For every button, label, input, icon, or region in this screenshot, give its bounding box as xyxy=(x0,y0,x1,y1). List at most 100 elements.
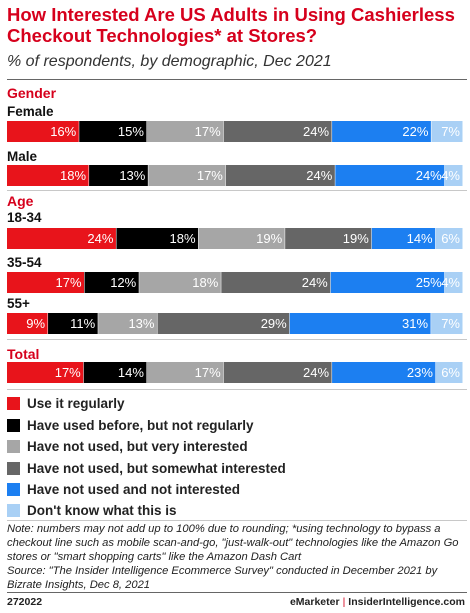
bar-value-label: 24% xyxy=(416,168,442,183)
bar-segment-g0-r0-s4 xyxy=(332,121,431,142)
bar-segment-g0-r0-s1 xyxy=(79,121,147,142)
row-label-18-34: 18-34 xyxy=(7,210,42,225)
group-label-age: Age xyxy=(7,193,34,209)
legend-label: Have not used, but very interested xyxy=(27,438,248,454)
bar-segment-g1-r2-s3 xyxy=(157,313,290,334)
bar-value-label: 14% xyxy=(407,231,433,246)
legend-label: Have not used and not interested xyxy=(27,481,241,497)
row-label-male: Male xyxy=(7,149,38,164)
bar-value-label: 11% xyxy=(70,316,95,331)
bar-value-label: 4% xyxy=(441,275,460,290)
row-label-35-54: 35-54 xyxy=(7,255,42,270)
bar-value-label: 22% xyxy=(402,124,428,139)
bar-segment-g1-r0-s0 xyxy=(7,228,116,249)
bar-value-label: 6% xyxy=(441,365,460,380)
bar-segment-g0-r1-s4 xyxy=(335,165,445,186)
legend-divider xyxy=(7,389,467,390)
bar-value-label: 19% xyxy=(343,231,369,246)
group-divider xyxy=(7,190,467,191)
bar-segment-g1-r0-s1 xyxy=(116,228,199,249)
bar-segment-g1-r2-s2 xyxy=(98,313,157,334)
bar-value-label: 23% xyxy=(407,365,433,380)
group-label-total: Total xyxy=(7,346,40,362)
legend-item-use-regularly: Use it regularly xyxy=(7,395,125,411)
bar-segment-g2-r0-s4 xyxy=(332,362,436,383)
legend-label: Have not used, but somewhat interested xyxy=(27,460,286,476)
bar-segment-g2-r0-s1 xyxy=(83,362,147,383)
footer-divider xyxy=(7,592,467,593)
bar-value-label: 4% xyxy=(441,168,460,183)
legend-item-somewhat-interested: Have not used, but somewhat interested xyxy=(7,460,286,476)
bar-segment-g0-r1-s1 xyxy=(89,165,148,186)
title-divider xyxy=(7,79,467,80)
bar-value-label: 19% xyxy=(256,231,282,246)
brand-emarketer: eMarketer xyxy=(289,596,340,608)
bar-value-label: 24% xyxy=(302,275,328,290)
bar-value-label: 6% xyxy=(441,231,460,246)
legend-swatch xyxy=(7,418,20,432)
bar-segment-g2-r0-s2 xyxy=(146,362,224,383)
bar-segment-g1-r1-s0 xyxy=(7,272,85,293)
bar-value-label: 12% xyxy=(110,275,136,290)
legend-label: Use it regularly xyxy=(27,395,125,411)
group-label-gender: Gender xyxy=(7,85,57,101)
bar-segment-g1-r2-s4 xyxy=(289,313,431,334)
bar-segment-g1-r1-s3 xyxy=(221,272,331,293)
chart-note: Note: numbers may not add up to 100% due… xyxy=(7,522,465,592)
chart-title: How Interested Are US Adults in Using Ca… xyxy=(7,4,455,46)
legend-label: Don't know what this is xyxy=(27,502,177,518)
bar-segment-g1-r2-s0 xyxy=(7,313,48,334)
note-divider xyxy=(7,520,467,521)
bar-value-label: 7% xyxy=(441,124,460,139)
legend-item-dont-know: Don't know what this is xyxy=(7,502,176,518)
bar-segment-g1-r0-s5 xyxy=(435,228,463,249)
bar-value-label: 31% xyxy=(402,316,428,331)
bar-segment-g2-r0-s5 xyxy=(435,362,463,383)
bar-value-label: 24% xyxy=(87,231,113,246)
bar-value-label: 14% xyxy=(118,365,144,380)
bar-segment-g1-r1-s4 xyxy=(330,272,445,293)
legend-item-very-interested: Have not used, but very interested xyxy=(7,438,248,454)
bar-value-label: 29% xyxy=(261,316,287,331)
bar-segment-g1-r0-s2 xyxy=(198,228,285,249)
group-divider xyxy=(7,339,467,340)
bar-segment-g0-r0-s3 xyxy=(223,121,332,142)
brand-footer: eMarketer | InsiderIntelligence.com xyxy=(290,596,465,608)
bar-segment-g0-r0-s2 xyxy=(146,121,224,142)
bar-segment-g1-r1-s5 xyxy=(444,272,463,293)
bar-value-label: 15% xyxy=(118,124,144,139)
bar-value-label: 24% xyxy=(303,124,329,139)
bar-value-label: 7% xyxy=(441,316,460,331)
bar-value-label: 18% xyxy=(192,275,218,290)
bar-segment-g0-r1-s5 xyxy=(444,165,463,186)
bar-value-label: 17% xyxy=(197,168,223,183)
bar-value-label: 16% xyxy=(50,124,76,139)
bar-segment-g0-r1-s0 xyxy=(7,165,89,186)
legend-swatch xyxy=(7,482,20,496)
legend-swatch xyxy=(7,461,20,475)
bar-value-label: 24% xyxy=(306,168,332,183)
chart-subtitle: % of respondents, by demographic, Dec 20… xyxy=(7,53,332,70)
note-text: Note: numbers may not add up to 100% due… xyxy=(7,523,459,563)
source-text: Source: "The Insider Intelligence Ecomme… xyxy=(7,565,438,591)
legend-item-not-interested: Have not used and not interested xyxy=(7,481,240,497)
row-label-55-plus: 55+ xyxy=(7,296,30,311)
bar-segment-g0-r0-s5 xyxy=(431,121,463,142)
bar-value-label: 17% xyxy=(55,275,81,290)
legend-swatch xyxy=(7,503,20,517)
brand-insider-intelligence: InsiderIntelligence.com xyxy=(348,596,465,608)
bar-value-label: 17% xyxy=(195,365,221,380)
bar-segment-g1-r1-s2 xyxy=(139,272,221,293)
chart-id: 272022 xyxy=(7,596,43,608)
bar-value-label: 18% xyxy=(169,231,195,246)
bar-segment-g2-r0-s0 xyxy=(7,362,84,383)
bar-segment-g2-r0-s3 xyxy=(223,362,332,383)
bar-value-label: 17% xyxy=(55,365,81,380)
bar-value-label: 17% xyxy=(195,124,221,139)
bar-value-label: 9% xyxy=(26,316,45,331)
bar-segment-g1-r0-s4 xyxy=(371,228,436,249)
bar-value-label: 25% xyxy=(416,275,442,290)
bar-segment-g0-r1-s2 xyxy=(148,165,226,186)
bar-segment-g1-r0-s3 xyxy=(285,228,372,249)
